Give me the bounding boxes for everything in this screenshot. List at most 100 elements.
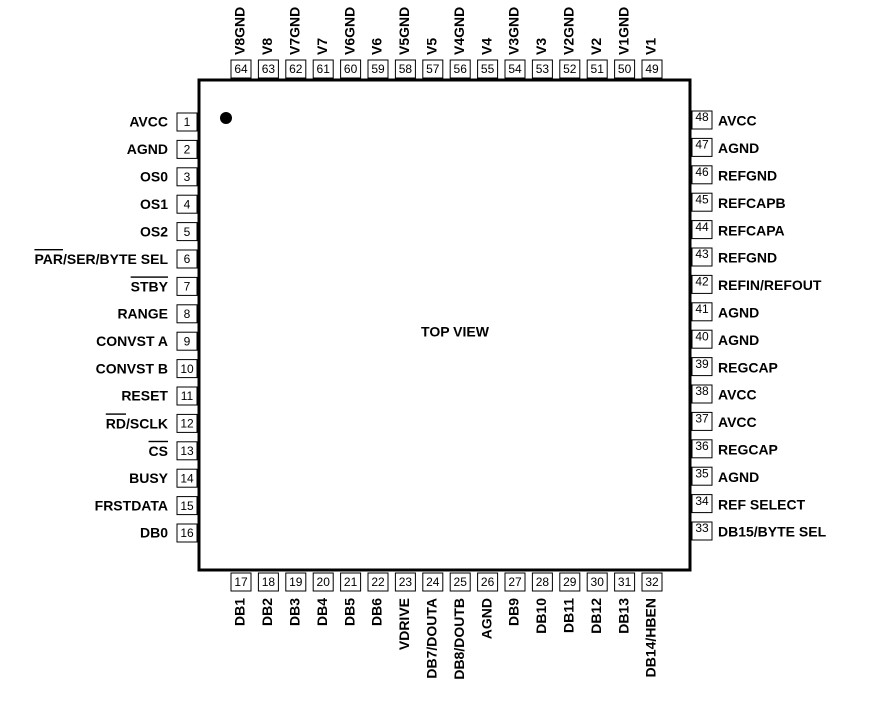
pin-name: REFGND [718, 168, 777, 184]
pin-name: BUSY [129, 470, 169, 486]
pin-box [559, 572, 581, 592]
pin-number: 32 [645, 575, 659, 589]
pin-name: FRSTDATA [95, 497, 168, 513]
pin-name-part: PAR [34, 251, 63, 267]
pin-number: 47 [695, 138, 709, 152]
pin-box [641, 572, 663, 592]
pin-name: V1GND [615, 7, 631, 55]
pin-box [691, 329, 713, 349]
pin-name: V6GND [341, 7, 357, 55]
pin-box [176, 331, 198, 351]
pin-number: 35 [695, 466, 709, 480]
center-label: TOP VIEW [421, 324, 490, 340]
pin-number: 55 [481, 62, 495, 76]
pin-name: CONVST B [96, 360, 168, 376]
pin-number: 37 [695, 412, 709, 426]
pin-number: 64 [234, 62, 248, 76]
pin-box [641, 59, 663, 79]
pin-number: 17 [234, 575, 248, 589]
pin-box [176, 249, 198, 269]
pin-name-part: STBY [131, 278, 169, 294]
pin-box [614, 572, 636, 592]
pin-name: DB9 [506, 598, 522, 626]
pin-name: V7GND [287, 7, 303, 55]
pin-box [691, 411, 713, 431]
pin-box [312, 572, 334, 592]
pin-name: DB0 [140, 525, 168, 541]
pin-box [176, 413, 198, 433]
pin-box [504, 59, 526, 79]
pin-number: 53 [536, 62, 550, 76]
pin-name: AVCC [718, 387, 757, 403]
pin-name: DB6 [369, 598, 385, 626]
pin-number: 63 [262, 62, 276, 76]
pin-number: 25 [454, 575, 468, 589]
pin-number: 54 [508, 62, 522, 76]
pin-name: VDRIVE [396, 598, 412, 650]
pin-box [176, 112, 198, 132]
pin-number: 49 [645, 62, 659, 76]
pin-name: STBY [131, 278, 169, 294]
pin-number: 62 [289, 62, 303, 76]
pin-box [531, 572, 553, 592]
pin-number: 23 [399, 575, 413, 589]
pin-name: V3 [533, 38, 549, 55]
pin-number: 28 [536, 575, 550, 589]
pin-name: V6 [369, 38, 385, 55]
pin-name: PAR/SER/BYTE SEL [34, 251, 168, 267]
pin-name: AGND [127, 141, 168, 157]
pin-number: 59 [371, 62, 385, 76]
pin-name: V5GND [396, 7, 412, 55]
pin-box [691, 247, 713, 267]
pin-name: DB3 [287, 598, 303, 626]
pin-name: V2GND [561, 7, 577, 55]
pin-box [691, 357, 713, 377]
pin-number: 44 [695, 220, 709, 234]
pin-box [691, 466, 713, 486]
pin-name: REFCAPB [718, 195, 786, 211]
pin-number: 14 [180, 471, 194, 485]
pin-name: OS2 [140, 223, 168, 239]
pin-number: 30 [591, 575, 605, 589]
pin-box [586, 59, 608, 79]
pin-number: 10 [180, 362, 194, 376]
pin-number: 31 [618, 575, 632, 589]
pin-name: DB11 [561, 598, 577, 633]
pin-box [691, 521, 713, 541]
pin-name-part: CS [149, 443, 168, 459]
pin-number: 33 [695, 521, 709, 535]
pin-name: AVCC [718, 113, 757, 129]
pin-number: 41 [695, 302, 709, 316]
pin-box [176, 194, 198, 214]
pin-box [691, 274, 713, 294]
pin-box [176, 496, 198, 516]
pin-name: REGCAP [718, 442, 778, 458]
pin-number: 57 [426, 62, 440, 76]
pin-name: CS [149, 443, 168, 459]
pin-number: 24 [426, 575, 440, 589]
pin-number: 26 [481, 575, 495, 589]
pin-number: 38 [695, 384, 709, 398]
pin-name: V2 [588, 38, 604, 55]
pin-name: V4 [478, 38, 494, 55]
pin-number: 34 [695, 494, 709, 508]
pin-box [257, 59, 279, 79]
pin-box [614, 59, 636, 79]
pin-name: CONVST A [96, 333, 168, 349]
pin-box [586, 572, 608, 592]
pin-number: 45 [695, 192, 709, 206]
pin-name: AGND [718, 332, 759, 348]
pin-box [691, 220, 713, 240]
pin-number: 52 [563, 62, 577, 76]
pin-box [257, 572, 279, 592]
pin-number: 11 [181, 389, 194, 403]
pin-number: 16 [180, 526, 194, 540]
pin-name: DB13 [615, 598, 631, 634]
pin-number: 48 [695, 110, 709, 124]
pin-number: 6 [184, 252, 191, 266]
pin-box [176, 304, 198, 324]
pin-box [691, 110, 713, 130]
pin-name: AVCC [129, 114, 168, 130]
pin-number: 15 [180, 499, 194, 513]
pin-box [176, 359, 198, 379]
